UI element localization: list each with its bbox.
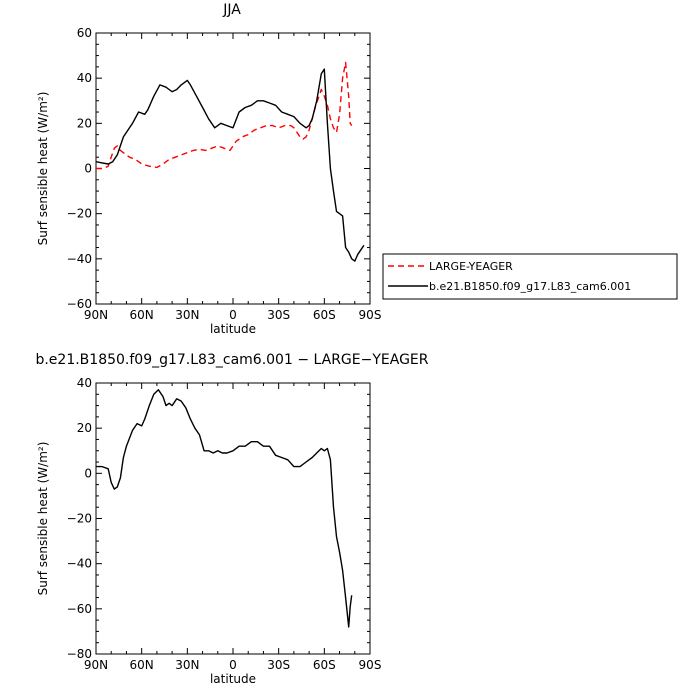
panel-1-series-line-2 xyxy=(96,68,365,262)
panel-1-x-tick-label: 30N xyxy=(175,308,199,322)
panel-2-x-tick-label: 60N xyxy=(130,658,154,672)
panel-2-y-tick-label: −40 xyxy=(67,557,92,571)
panel-1-x-tick-label: 90N xyxy=(84,308,108,322)
panel-1-y-tick-label: 0 xyxy=(84,162,92,176)
panel-2-title: b.e21.B1850.f09_g17.L83_cam6.001 − LARGE… xyxy=(35,352,428,368)
panel-1-y-axis-title: Surf sensible heat (W/m²) xyxy=(36,92,50,246)
legend-label-1: LARGE-YEAGER xyxy=(429,260,513,273)
panel-2-series-line-1 xyxy=(96,389,353,628)
panel-1: 90N 60N 30N 0 30S 60S 90S −60 −40 −20 0 20 40 60 latit… xyxy=(36,26,381,336)
panel-1-x-tick-label: 0 xyxy=(229,308,237,322)
panel-1-y-tick-label: −60 xyxy=(67,297,92,311)
panel-2-y-tick-label: 20 xyxy=(77,421,92,435)
panel-1-series-line-1 xyxy=(96,61,353,170)
panel-1-y-tick-label: 60 xyxy=(77,26,92,40)
panel-1-y-tick-label: −40 xyxy=(67,252,92,266)
panel-2-y-axis-title: Surf sensible heat (W/m²) xyxy=(36,442,50,596)
panel-1-y-tick-label: −20 xyxy=(67,207,92,221)
legend-box xyxy=(382,253,678,300)
panel-1-x-tick-label: 30S xyxy=(267,308,290,322)
panel-2-x-tick-label: 0 xyxy=(229,658,237,672)
panel-2-x-tick-label: 30S xyxy=(267,658,290,672)
panel-1-x-tick-label: 90S xyxy=(359,308,382,322)
panel-1-y-tick-label: 40 xyxy=(77,71,92,85)
panel-2-x-tick-label: 30N xyxy=(175,658,199,672)
panel-1-x-tick-label: 60S xyxy=(313,308,336,322)
panel-2-x-tick-label: 60S xyxy=(313,658,336,672)
panel-2-y-tick-label: −20 xyxy=(67,512,92,526)
panel-2: 90N 60N 30N 0 30S 60S 90S −80 −60 −40 −20 0 20 40 lati… xyxy=(36,376,381,686)
legend: LARGE-YEAGER b.e21.B1850.f09_g17.L83_cam6… xyxy=(382,253,678,300)
panel-1-x-tick-label: 60N xyxy=(130,308,154,322)
panel-2-x-axis-title: latitude xyxy=(210,672,256,686)
panel-1-title: JJA xyxy=(222,2,241,18)
panel-2-y-tick-label: −80 xyxy=(67,647,92,661)
panel-2-y-tick-label: −60 xyxy=(67,602,92,616)
legend-label-2: b.e21.B1850.f09_g17.L83_cam6.001 xyxy=(429,280,631,293)
panel-2-x-tick-label: 90S xyxy=(359,658,382,672)
panel-1-plot-frame xyxy=(95,32,371,305)
panel-1-x-axis-title: latitude xyxy=(210,322,256,336)
panel-2-y-tick-label: 0 xyxy=(84,466,92,480)
panel-2-y-tick-label: 40 xyxy=(77,376,92,390)
panel-1-y-tick-label: 20 xyxy=(77,116,92,130)
panel-2-x-tick-label: 90N xyxy=(84,658,108,672)
